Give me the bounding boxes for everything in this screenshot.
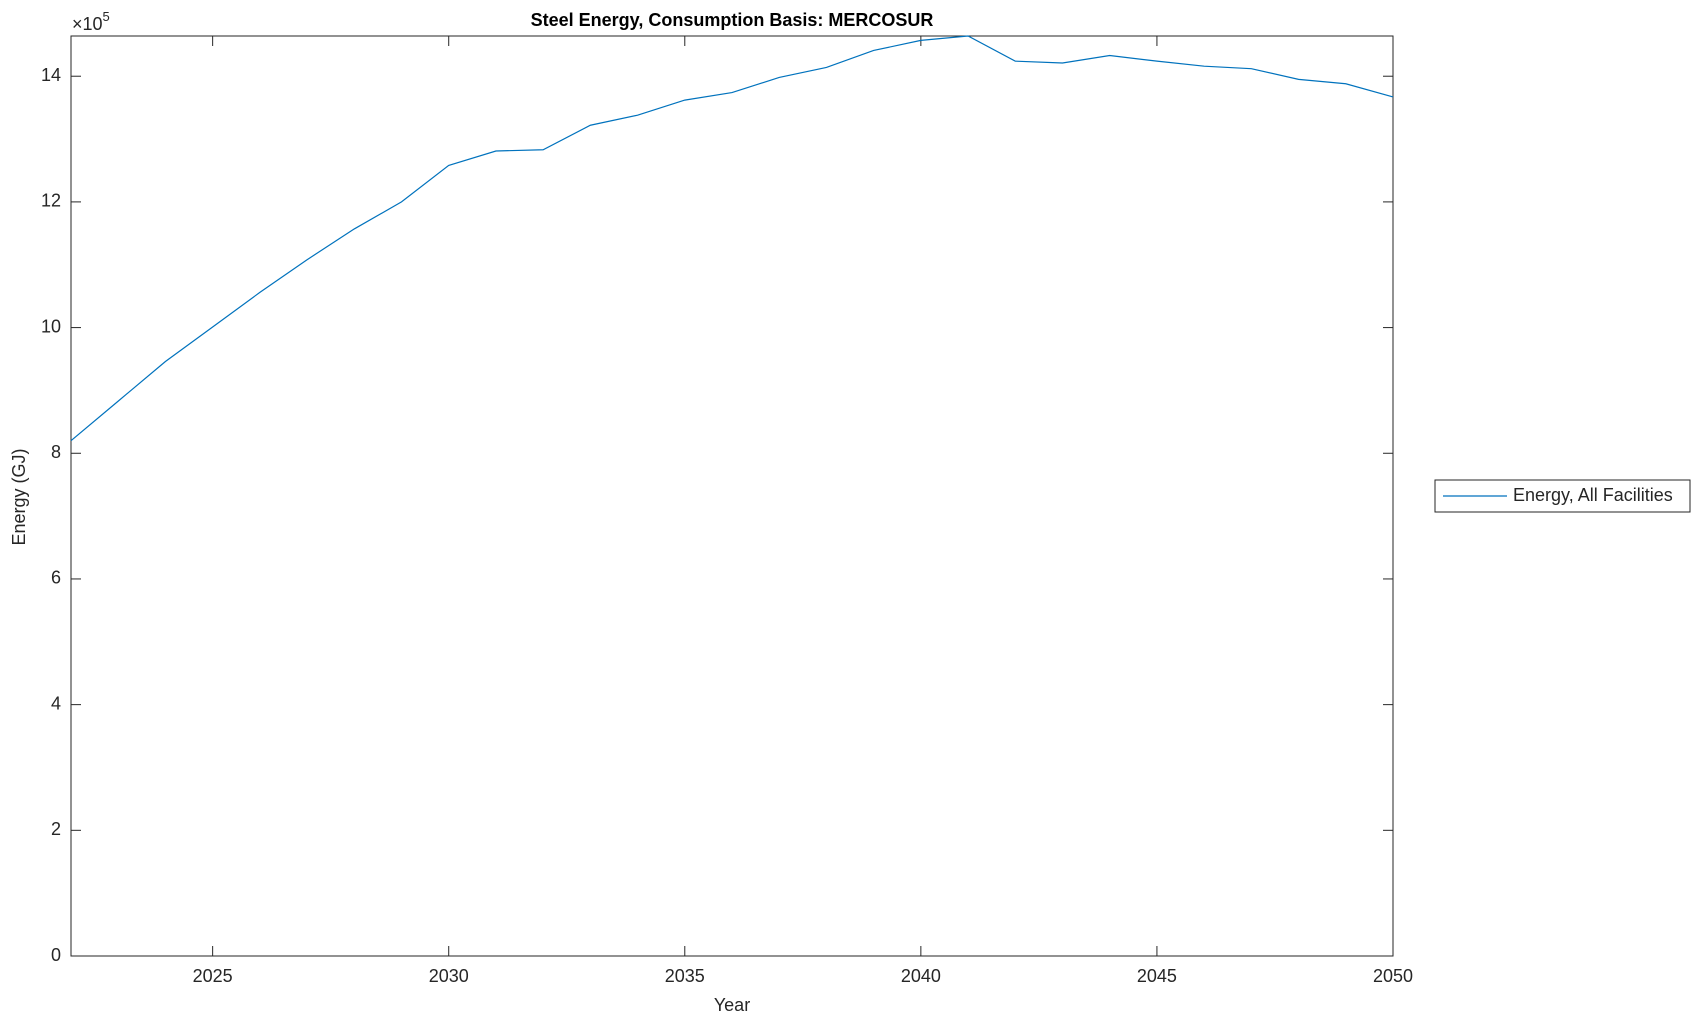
y-multiplier-base: ×10 — [72, 14, 103, 34]
chart-title: Steel Energy, Consumption Basis: MERCOSU… — [531, 10, 934, 30]
y-tick-label: 12 — [41, 191, 61, 211]
plot-area — [70, 35, 1394, 957]
y-tick-label: 14 — [41, 65, 61, 85]
x-tick-label: 2045 — [1137, 966, 1177, 986]
y-multiplier-exponent: 5 — [103, 9, 110, 24]
y-tick-label: 8 — [51, 442, 61, 462]
x-tick-label: 2035 — [665, 966, 705, 986]
x-tick-label: 2030 — [429, 966, 469, 986]
data-line — [70, 35, 1394, 442]
legend-label: Energy, All Facilities — [1513, 485, 1673, 505]
y-tick-label: 4 — [51, 693, 61, 713]
x-axis-label: Year — [714, 995, 750, 1015]
y-tick-label: 2 — [51, 819, 61, 839]
y-multiplier: ×105 — [72, 9, 110, 33]
y-axis-label: Energy (GJ) — [9, 448, 29, 545]
y-tick-label: 10 — [41, 316, 61, 336]
y-tick-label: 0 — [51, 945, 61, 965]
x-tick-label: 2050 — [1373, 966, 1413, 986]
x-tick-label: 2025 — [193, 966, 233, 986]
y-tick-label: 6 — [51, 568, 61, 588]
x-tick-label: 2040 — [901, 966, 941, 986]
